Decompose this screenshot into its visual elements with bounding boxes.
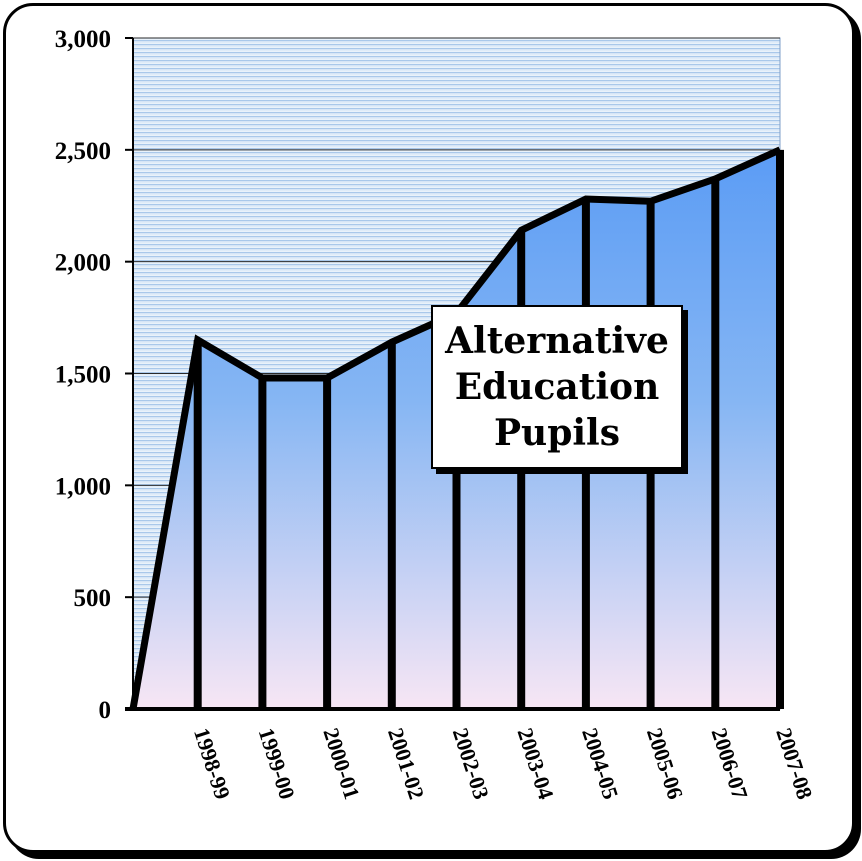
x-axis-ticks: 1998-99 1999-00 2000-01 2001-02 2002-03 2003-…	[189, 725, 818, 802]
y-tick-label: 1,000	[55, 473, 111, 500]
chart-title-box: Alternative Education Pupils	[431, 305, 683, 469]
y-tick-label: 2,500	[55, 138, 111, 165]
x-tick-label: 2003-04	[512, 725, 558, 802]
chart-title: Alternative Education Pupils	[445, 320, 669, 454]
x-tick-label: 1999-00	[254, 725, 300, 802]
y-tick-label: 0	[99, 697, 112, 724]
x-tick-label: 2001-02	[383, 725, 429, 802]
x-tick-label: 2005-06	[642, 725, 688, 802]
x-tick-label: 1998-99	[189, 725, 235, 802]
y-tick-label: 3,000	[55, 26, 111, 53]
x-tick-label: 2000-01	[318, 725, 364, 802]
x-tick-label: 2002-03	[448, 725, 494, 802]
x-tick-label: 2004-05	[577, 725, 623, 802]
y-tick-label: 500	[74, 585, 112, 612]
y-tick-label: 2,000	[55, 250, 111, 277]
y-tick-label: 1,500	[55, 362, 111, 389]
y-axis-ticks: 0 500 1,000 1,500 2,000 2,500 3,000	[55, 26, 133, 724]
x-tick-label: 2006-07	[707, 725, 753, 802]
x-tick-label: 2007-08	[771, 725, 817, 802]
